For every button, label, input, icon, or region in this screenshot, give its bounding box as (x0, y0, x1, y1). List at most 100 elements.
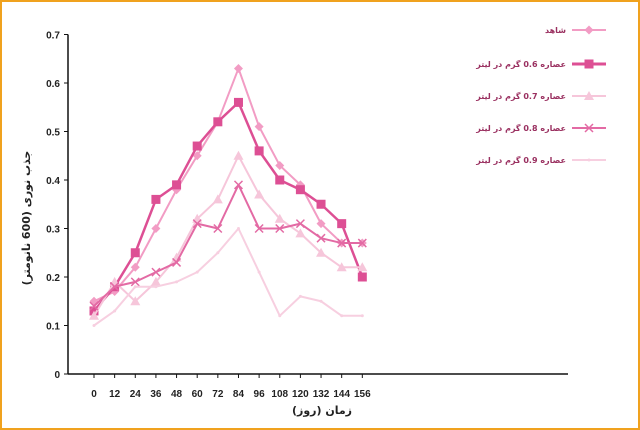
data-point (213, 223, 223, 234)
data-point (274, 213, 285, 223)
y-axis-title: جذب نوری (600 نانومتر) (20, 151, 33, 286)
y-tick-label: 0.4 (46, 176, 60, 187)
data-point (233, 180, 244, 190)
x-tick-label: 72 (212, 389, 224, 400)
data-point (113, 309, 117, 313)
y-tick-label: 0.6 (46, 79, 60, 90)
data-point (92, 324, 96, 327)
data-point (316, 199, 326, 209)
series-3 (89, 150, 368, 320)
data-point (340, 314, 344, 318)
data-point (192, 141, 202, 151)
data-point (110, 282, 120, 292)
series-4 (89, 180, 367, 311)
data-point (319, 299, 323, 303)
legend-label: شاهد (545, 26, 566, 35)
data-point (295, 228, 306, 238)
data-point (133, 285, 137, 289)
data-point (337, 219, 347, 229)
data-point (130, 296, 141, 306)
data-point (192, 151, 202, 161)
data-point (278, 314, 282, 318)
data-point (337, 238, 347, 248)
data-point (154, 285, 158, 289)
data-point (295, 219, 305, 229)
x-axis-title: زمان (روز) (292, 404, 352, 417)
y-tick-label: 0.7 (46, 31, 60, 42)
legend-item: عصاره 0.6 گرم در لیتر (475, 59, 606, 69)
data-point (316, 219, 326, 229)
series-line (93, 67, 363, 303)
legend-label: عصاره 0.9 گرم در لیتر (475, 155, 566, 165)
x-tick-label: 144 (333, 389, 350, 400)
data-point (233, 63, 243, 73)
x-tick-label: 96 (254, 389, 266, 400)
x-tick-label: 60 (192, 389, 204, 400)
data-point (233, 150, 244, 160)
data-point (172, 180, 182, 190)
data-point (254, 223, 264, 234)
y-tick-label: 0.2 (46, 273, 60, 284)
x-tick-label: 84 (233, 389, 245, 400)
data-point (151, 224, 161, 233)
data-point (275, 223, 285, 234)
data-point (257, 270, 261, 274)
data-point (336, 262, 347, 272)
x-tick-label: 36 (150, 389, 162, 400)
data-point (584, 59, 594, 69)
legend-item: عصاره 0.7 گرم در لیتر (475, 91, 606, 101)
data-point (236, 227, 240, 230)
data-point (130, 262, 140, 272)
data-point (212, 194, 223, 204)
data-point (150, 276, 161, 286)
data-point (195, 270, 199, 274)
legend-item: شاهد (545, 25, 606, 35)
y-tick-label: 0.5 (46, 128, 60, 139)
legend-item: عصاره 0.8 گرم در لیتر (475, 123, 606, 133)
series-5 (92, 227, 364, 327)
data-point (216, 251, 220, 255)
data-point (192, 219, 202, 229)
x-tick-label: 132 (313, 389, 330, 400)
data-point (584, 25, 594, 35)
data-point (89, 301, 99, 311)
y-tick-label: 0 (54, 370, 60, 381)
x-tick-label: 48 (171, 389, 183, 400)
series-line (93, 154, 363, 317)
series-1 (89, 63, 367, 306)
data-point (295, 185, 305, 195)
data-point (175, 280, 179, 284)
data-point (254, 122, 264, 132)
data-point (275, 175, 285, 185)
legend-label: عصاره 0.7 گرم در لیتر (475, 91, 566, 101)
data-point (357, 272, 367, 282)
x-tick-label: 24 (130, 389, 142, 400)
data-point (151, 267, 161, 277)
data-point (357, 262, 368, 272)
data-point (587, 158, 591, 162)
data-point (254, 189, 265, 199)
series-line (93, 227, 363, 327)
legend-label: عصاره 0.6 گرم در لیتر (475, 59, 566, 69)
data-point (89, 310, 99, 320)
data-point (584, 91, 594, 100)
data-point (357, 238, 367, 248)
data-point (213, 117, 223, 127)
data-point (316, 247, 327, 257)
data-point (298, 294, 302, 298)
data-point (254, 146, 264, 156)
y-tick-label: 0.3 (46, 225, 60, 236)
legend-item: عصاره 0.9 گرم در لیتر (475, 155, 606, 165)
data-point (233, 97, 243, 107)
data-point (172, 257, 182, 267)
x-tick-label: 108 (271, 389, 288, 400)
y-tick-label: 0.1 (46, 322, 60, 333)
legend-label: عصاره 0.8 گرم در لیتر (475, 123, 566, 133)
data-point (584, 123, 594, 133)
data-point (130, 248, 140, 258)
data-point (151, 194, 161, 204)
x-tick-label: 156 (354, 389, 371, 400)
data-point (316, 233, 326, 243)
